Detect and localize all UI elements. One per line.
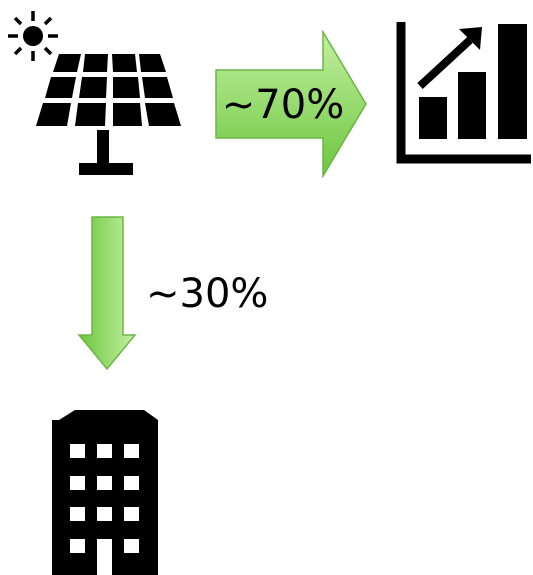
growth-chart-icon	[396, 22, 531, 164]
building-icon	[52, 410, 158, 575]
down-flow-arrow	[77, 216, 137, 371]
solar-panel-icon	[36, 54, 181, 175]
down-flow-label: ~30%	[146, 271, 268, 317]
sun-icon	[8, 11, 58, 61]
right-flow-arrow	[215, 29, 367, 179]
right-flow-label: ~70%	[222, 82, 344, 128]
